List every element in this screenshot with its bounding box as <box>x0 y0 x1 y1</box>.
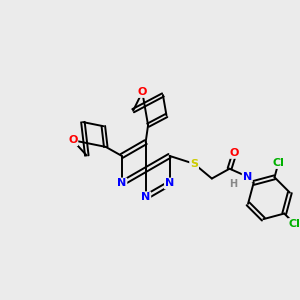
Text: N: N <box>141 192 150 202</box>
Text: O: O <box>138 87 147 97</box>
Text: N: N <box>165 178 174 188</box>
Text: N: N <box>117 178 126 188</box>
Text: O: O <box>230 148 239 158</box>
Text: N: N <box>243 172 252 182</box>
Text: S: S <box>190 159 198 169</box>
Text: Cl: Cl <box>272 158 284 168</box>
Text: O: O <box>68 135 77 145</box>
Text: H: H <box>230 179 238 189</box>
Text: Cl: Cl <box>289 219 300 229</box>
